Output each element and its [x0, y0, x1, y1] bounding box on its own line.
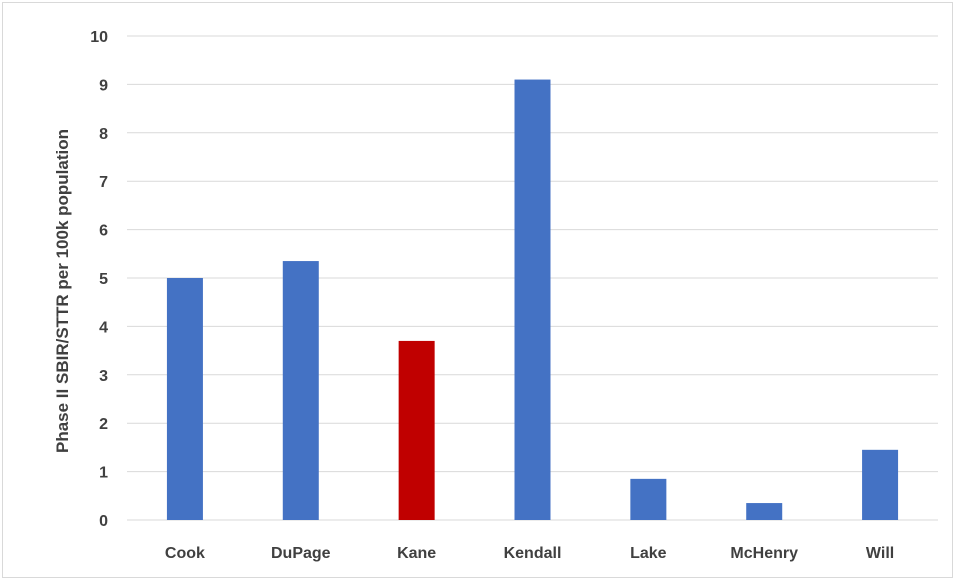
- y-tick-label: 2: [99, 416, 108, 433]
- x-tick-label-dupage: DuPage: [271, 545, 331, 562]
- bar-will: [862, 449, 899, 520]
- bar-mchenry: [746, 503, 783, 520]
- bar-cook: [166, 278, 203, 520]
- y-tick-label: 9: [99, 77, 108, 94]
- y-axis-title: Phase II SBIR/STTR per 100k population: [53, 129, 72, 453]
- x-tick-label-cook: Cook: [165, 545, 205, 562]
- y-tick-label: 7: [99, 174, 108, 191]
- bar-kane: [398, 340, 435, 520]
- y-tick-label: 4: [99, 319, 108, 336]
- y-tick-label: 0: [99, 513, 108, 530]
- x-tick-labels: Cook DuPage Kane Kendall Lake McHenry Will: [165, 545, 894, 562]
- bar-kendall: [514, 79, 551, 520]
- y-tick-label: 8: [99, 126, 108, 143]
- y-tick-label: 10: [90, 29, 108, 46]
- x-tick-label-lake: Lake: [630, 545, 667, 562]
- y-tick-labels: 0 1 2 3 4 5 6 7 8 9 10: [90, 29, 108, 530]
- x-tick-label-mchenry: McHenry: [730, 545, 798, 562]
- bar-lake: [630, 478, 667, 520]
- x-tick-label-will: Will: [866, 545, 894, 562]
- y-tick-label: 3: [99, 368, 108, 385]
- y-tick-label: 6: [99, 223, 108, 240]
- y-tick-label: 1: [99, 465, 108, 482]
- x-tick-label-kane: Kane: [397, 545, 436, 562]
- bar-dupage: [282, 261, 319, 520]
- x-tick-label-kendall: Kendall: [504, 545, 562, 562]
- bars: [166, 79, 899, 520]
- y-tick-label: 5: [99, 271, 108, 288]
